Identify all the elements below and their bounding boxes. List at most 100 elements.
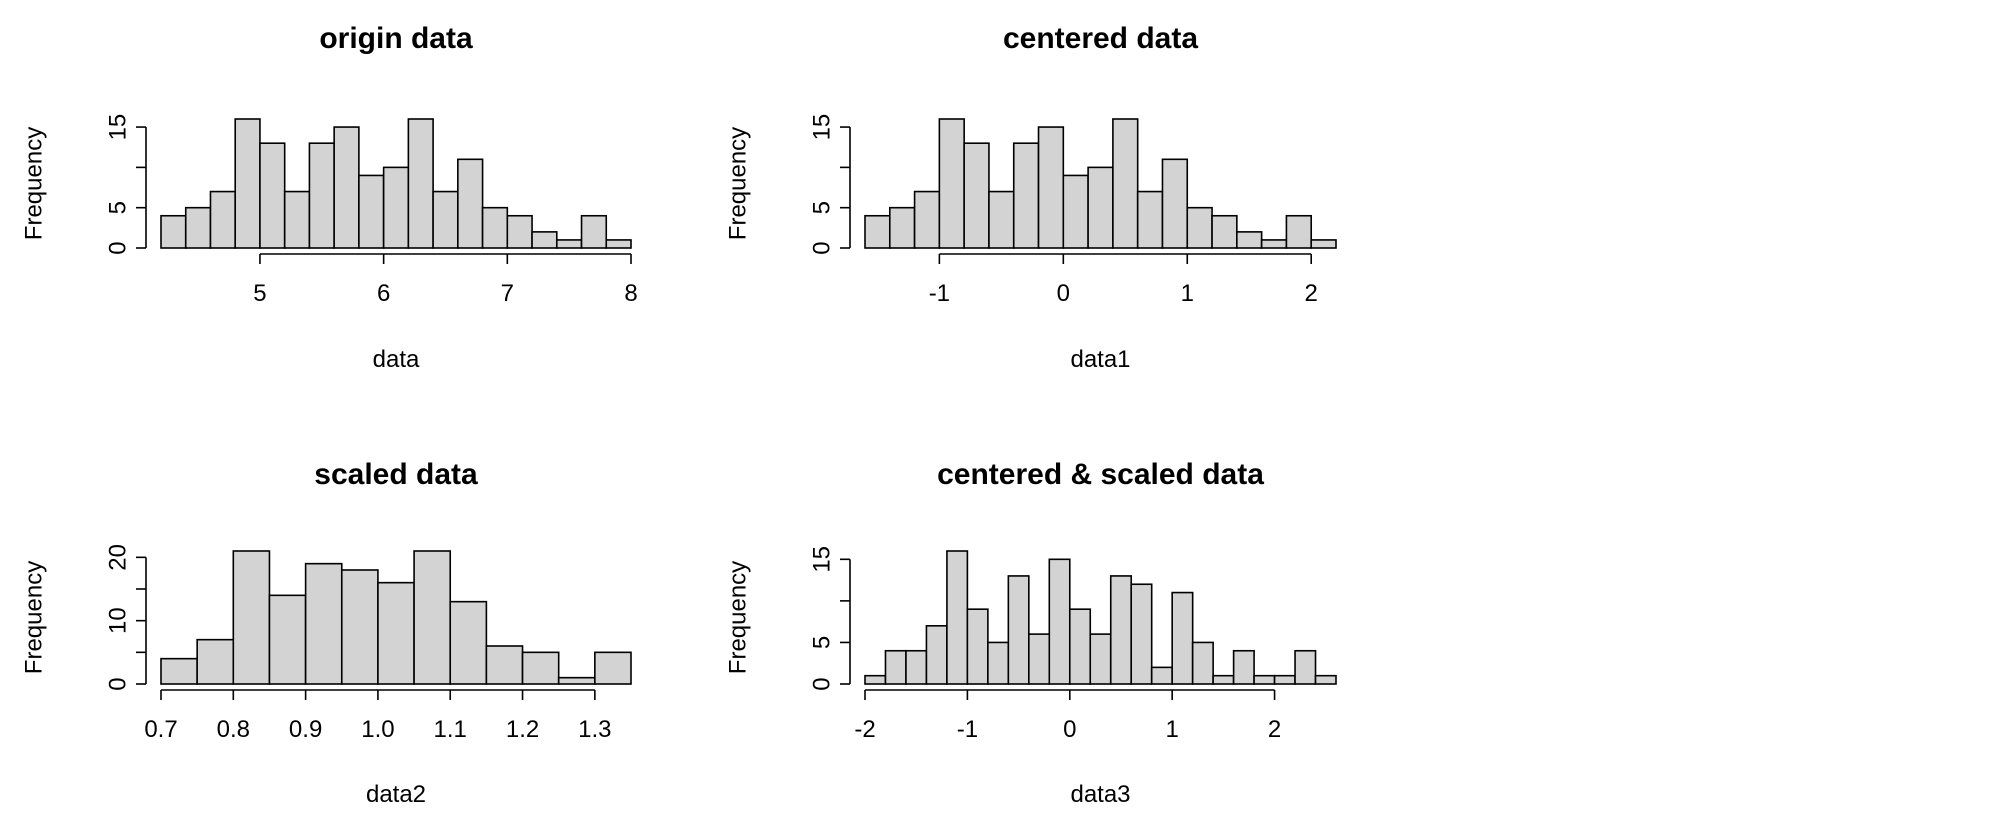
histogram-bar xyxy=(1136,190,1164,249)
x-tick-label: -1 xyxy=(957,716,978,743)
histogram-bar xyxy=(1285,214,1313,249)
histogram-bar xyxy=(1007,575,1030,685)
y-tick-label: 0 xyxy=(809,241,836,254)
histogram-bar xyxy=(1211,214,1238,249)
histogram-bar xyxy=(485,645,524,685)
y-tick-label: 15 xyxy=(105,114,132,141)
x-tick-label: -2 xyxy=(854,716,875,743)
y-tick-label: 0 xyxy=(105,677,132,690)
histogram-bar xyxy=(481,206,509,249)
histogram-bar xyxy=(864,674,887,685)
histogram-bar xyxy=(1294,649,1317,685)
histogram-bar xyxy=(884,649,907,685)
x-tick-label: 1 xyxy=(1181,280,1194,307)
y-tick-label: 5 xyxy=(809,636,836,649)
x-axis-label: data3 xyxy=(1070,781,1130,808)
histogram-bar xyxy=(196,638,235,685)
histogram-bar xyxy=(232,550,271,685)
histogram-bar xyxy=(160,657,198,685)
histogram-bar xyxy=(1089,633,1112,685)
histogram-bar xyxy=(1028,633,1051,685)
x-tick-label: 0.9 xyxy=(289,716,322,743)
chart-title: scaled data xyxy=(314,458,478,491)
y-tick-label: 5 xyxy=(105,201,132,214)
histogram-bar xyxy=(938,118,965,249)
chart-title: centered & scaled data xyxy=(937,458,1264,491)
x-tick-label: 0 xyxy=(1057,280,1070,307)
histogram-bar xyxy=(557,676,596,685)
x-tick-label: 5 xyxy=(253,280,266,307)
histogram-bar xyxy=(521,651,560,685)
histogram-bar xyxy=(1191,641,1214,685)
histogram-bar xyxy=(1087,166,1114,249)
histogram-bar xyxy=(1068,608,1092,685)
histogram-bar xyxy=(1253,674,1276,685)
histogram-bar xyxy=(382,166,410,249)
histogram-bar xyxy=(1186,206,1213,249)
histogram-bar xyxy=(1109,575,1133,685)
histogram-bar xyxy=(1048,558,1071,685)
histogram-bar xyxy=(1112,118,1139,249)
histogram-bar xyxy=(268,594,307,685)
histogram-bar xyxy=(963,142,990,249)
chart-title: centered data xyxy=(1003,22,1198,55)
histogram-bar xyxy=(304,562,343,685)
histogram-bar xyxy=(1150,666,1173,685)
histogram-bar xyxy=(905,649,928,685)
histogram-bar xyxy=(340,569,379,685)
y-tick-label: 0 xyxy=(105,241,132,254)
x-tick-label: 1.1 xyxy=(434,716,467,743)
histogram-bar xyxy=(209,190,237,249)
y-axis-label: Frequency xyxy=(725,561,752,674)
histogram-bar xyxy=(1260,239,1288,249)
histogram-bar xyxy=(531,231,558,249)
x-tick-label: 8 xyxy=(624,280,637,307)
y-tick-label: 10 xyxy=(105,607,132,634)
histogram-bar xyxy=(966,608,989,685)
x-tick-label: 1.3 xyxy=(578,716,611,743)
histogram-bar xyxy=(259,142,286,249)
histogram-bar xyxy=(407,118,434,249)
x-tick-label: 0.7 xyxy=(144,716,177,743)
x-tick-label: 2 xyxy=(1305,280,1318,307)
histogram-bar xyxy=(234,118,261,249)
chart-title: origin data xyxy=(319,22,473,55)
histogram-bar xyxy=(184,206,212,249)
histogram-bar xyxy=(605,239,632,249)
y-axis-label: Frequency xyxy=(21,561,48,674)
x-tick-label: 1 xyxy=(1165,716,1178,743)
y-tick-label: 0 xyxy=(809,677,836,690)
histogram-bar xyxy=(457,158,484,249)
histogram-bar xyxy=(358,174,385,249)
histogram-bar xyxy=(1273,674,1296,685)
histogram-bar xyxy=(1012,142,1040,249)
histogram-bar xyxy=(1232,649,1255,685)
histogram-bar xyxy=(913,190,941,249)
histogram-bar xyxy=(864,214,891,249)
histogram-bar xyxy=(449,600,488,685)
histogram-bar xyxy=(333,126,360,249)
histogram-bar xyxy=(946,550,969,685)
x-axis-label: data xyxy=(373,346,420,373)
histogram-bar xyxy=(580,214,608,249)
histogram-bar xyxy=(1130,583,1153,685)
histogram-bar xyxy=(1310,239,1337,249)
y-axis-label: Frequency xyxy=(725,127,752,240)
histogram-bar xyxy=(1062,174,1089,249)
histogram-bar xyxy=(988,190,1015,249)
x-tick-label: 0.8 xyxy=(217,716,250,743)
histogram-bar xyxy=(1037,126,1065,249)
histogram-bar xyxy=(413,550,452,685)
histogram-bar xyxy=(1212,674,1235,685)
histogram-bar xyxy=(555,239,583,249)
x-tick-label: 1.0 xyxy=(361,716,394,743)
histogram-bar xyxy=(377,581,415,685)
histogram-bar xyxy=(1171,591,1194,685)
x-tick-label: 1.2 xyxy=(506,716,539,743)
x-tick-label: 2 xyxy=(1268,716,1281,743)
x-axis-label: data1 xyxy=(1070,346,1130,373)
histogram-bar xyxy=(283,190,311,249)
histogram-bar xyxy=(308,142,335,249)
histogram-bar xyxy=(432,190,459,249)
x-tick-label: 0 xyxy=(1063,716,1076,743)
